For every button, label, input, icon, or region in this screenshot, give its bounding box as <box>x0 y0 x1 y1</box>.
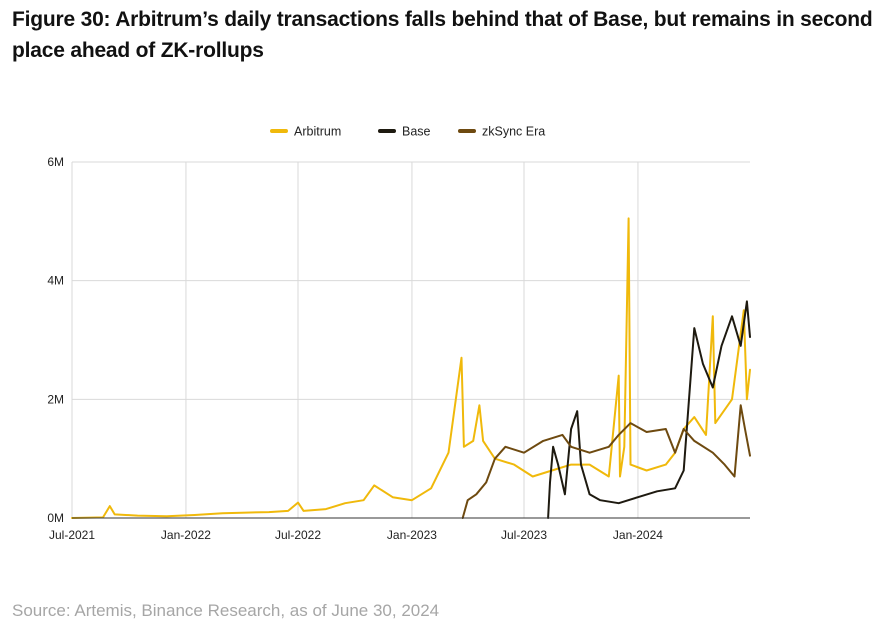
y-tick-label: 4M <box>47 274 64 288</box>
y-tick-label: 2M <box>47 392 64 406</box>
y-tick-label: 6M <box>47 155 64 169</box>
legend: Arbitrum Base zkSync Era <box>270 125 545 139</box>
series-line-zksync-era <box>461 404 751 519</box>
legend-label-base: Base <box>402 125 431 139</box>
x-tick-label: Jan-2023 <box>387 528 437 542</box>
legend-label-zksync-era: zkSync Era <box>482 125 545 139</box>
axes: 0M 2M 4M 6M Jul-2021 Jan-2022 Jul-2022 Jan-2023… <box>47 155 750 542</box>
x-tick-label: Jul-2021 <box>49 528 95 542</box>
figure-title: Figure 30: Arbitrum’s daily transactions… <box>12 8 873 62</box>
x-tick-label: Jul-2023 <box>501 528 547 542</box>
legend-label-arbitrum: Arbitrum <box>294 125 341 139</box>
source-note: Source: Artemis, Binance Research, as of… <box>12 601 440 620</box>
x-tick-label: Jul-2022 <box>275 528 321 542</box>
y-tick-label: 0M <box>47 511 64 525</box>
x-tick-label: Jan-2024 <box>613 528 663 542</box>
x-tick-label: Jan-2022 <box>161 528 211 542</box>
series-lines <box>71 217 751 519</box>
line-chart: 0M 2M 4M 6M Jul-2021 Jan-2022 Jul-2022 Jan-2023… <box>47 125 751 542</box>
series-line-arbitrum <box>71 217 751 519</box>
grid-lines <box>71 161 750 518</box>
series-line-base <box>547 300 751 519</box>
